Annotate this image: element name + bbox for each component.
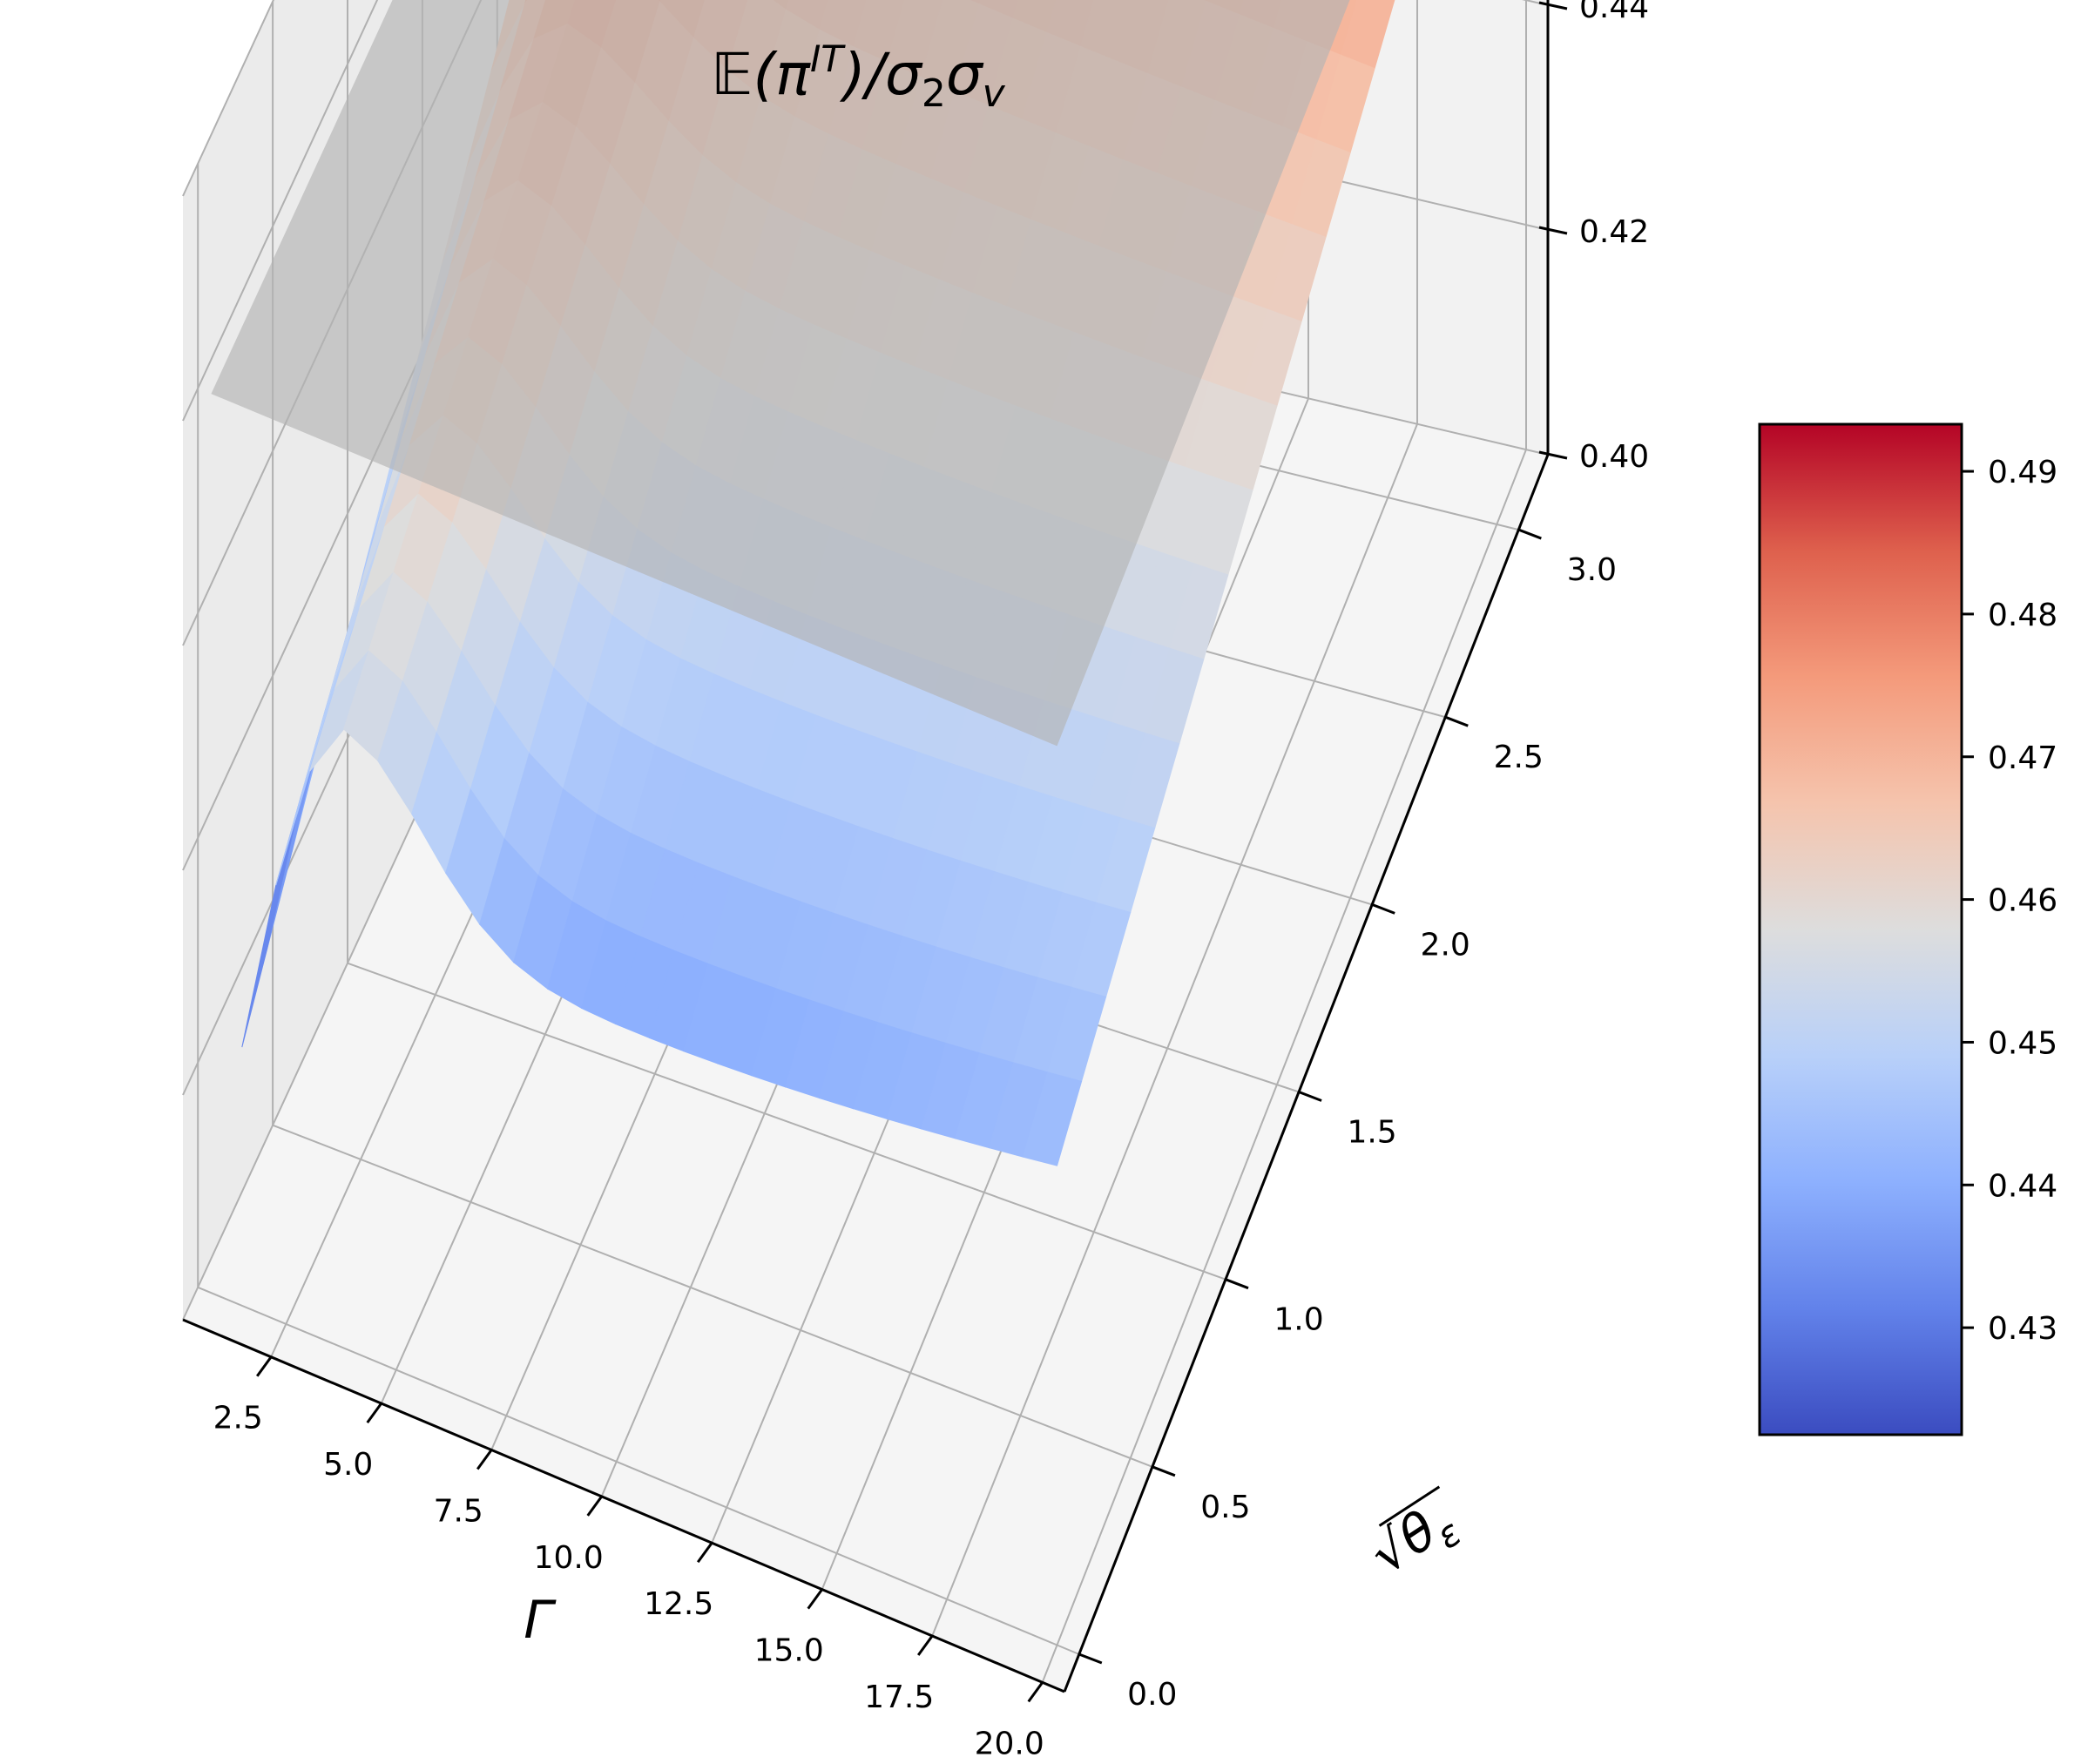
- y-axis-title-group: √θε: [1360, 1485, 1469, 1586]
- x-tick-label: 15.0: [754, 1633, 824, 1669]
- x-tick-mark: [586, 1495, 603, 1517]
- y-tick-label: 0.5: [1200, 1490, 1250, 1525]
- y-tick-mark: [1298, 1091, 1322, 1102]
- y-axis-title-overbar: [1378, 1485, 1441, 1527]
- y-axis-line: [1063, 454, 1550, 1693]
- colorbar: 0.43 0.44 0.45 0.46 0.47 0.48 0.49: [1758, 422, 2057, 1436]
- x-tick-label: 5.0: [323, 1447, 373, 1483]
- y-tick-mark: [1152, 1465, 1176, 1477]
- z-tick-label: 0.44: [1579, 0, 1649, 25]
- x-axis-title: Γ: [524, 1590, 557, 1651]
- grid-line-z: [182, 0, 1549, 871]
- y-tick-label: 0.0: [1127, 1677, 1177, 1713]
- colorbar-tick-label: 0.48: [1988, 598, 2057, 633]
- surface-patch: [1022, 1071, 1083, 1166]
- axes: [182, 0, 1550, 1693]
- x-tick-label: 17.5: [864, 1680, 934, 1715]
- grid-line-z: [182, 0, 379, 422]
- x-tick-mark: [916, 1635, 934, 1656]
- y-tick-label: 1.5: [1347, 1115, 1396, 1151]
- x-tick-label: 10.0: [534, 1540, 604, 1576]
- chart-title: 𝔼(πIT)/σ2σv: [711, 37, 1005, 116]
- y-tick-label: 2.5: [1494, 740, 1544, 775]
- colorbar-tick-label: 0.43: [1988, 1311, 2057, 1347]
- z-tick-mark: [1538, 1, 1568, 10]
- z-tick-mark: [1538, 226, 1568, 235]
- colorbar-tick-label: 0.47: [1988, 740, 2057, 776]
- y-tick-mark: [1078, 1652, 1103, 1665]
- y-tick-label: 3.0: [1567, 552, 1617, 588]
- colorbar-tick-label: 0.44: [1988, 1168, 2057, 1204]
- x-tick-label: 2.5: [213, 1401, 263, 1436]
- reference-plane-surface: [211, 0, 1350, 747]
- x-tick-mark: [366, 1402, 382, 1423]
- x-tick-label: 7.5: [434, 1493, 483, 1529]
- colorbar-tick-label: 0.45: [1988, 1025, 2057, 1061]
- x-tick-label: 20.0: [975, 1726, 1044, 1761]
- z-tick-label: 0.40: [1579, 439, 1649, 475]
- y-tick-mark: [1225, 1278, 1249, 1290]
- colorbar-tick-label: 0.46: [1988, 883, 2057, 919]
- y-tick-mark: [1444, 715, 1469, 727]
- colorbar-tick-label: 0.49: [1988, 455, 2057, 490]
- x-tick-mark: [696, 1542, 713, 1564]
- y-tick-mark: [1371, 902, 1395, 915]
- x-tick-label: 12.5: [644, 1586, 713, 1622]
- x-tick-mark: [255, 1355, 273, 1377]
- z-tick-mark: [1538, 450, 1568, 460]
- x-axis-line: [182, 1318, 1065, 1693]
- x-tick-mark: [807, 1588, 823, 1610]
- y-tick-label: 1.0: [1274, 1302, 1323, 1338]
- x-tick-mark: [476, 1449, 493, 1470]
- y-tick-label: 2.0: [1421, 927, 1470, 963]
- z-tick-label: 0.42: [1579, 214, 1649, 250]
- x-tick-mark: [1027, 1681, 1044, 1703]
- reference-plane: [211, 0, 1350, 747]
- tick-labels: 2.5 5.0 7.5 10.0 12.5 15.0 17.5 20.0 0.0 0.5 1.0 1.…: [213, 0, 1650, 1761]
- y-tick-mark: [1517, 528, 1542, 540]
- colorbar-body: [1758, 422, 1963, 1436]
